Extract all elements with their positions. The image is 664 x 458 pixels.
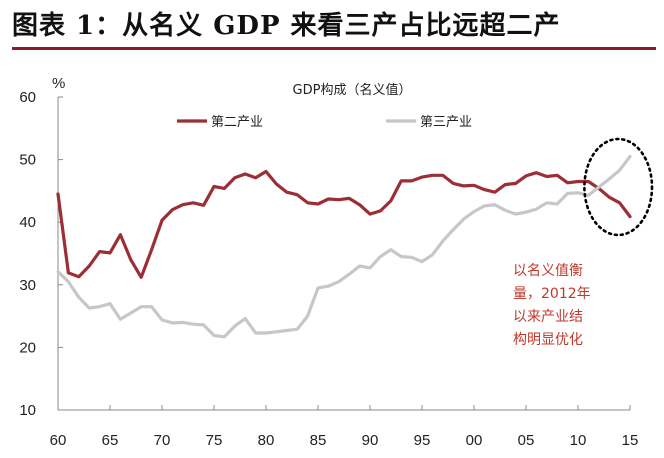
- y-tick-label: 10: [19, 402, 36, 419]
- x-tick-label: 95: [414, 432, 431, 449]
- x-tick-label: 10: [570, 432, 587, 449]
- series-line-tertiary-industry: [56, 154, 632, 339]
- chart-axes: 10 20 30 40 50 60% 60 65 70 75 80 85 90 95 00 05 10 15 GDP…: [19, 75, 638, 449]
- legend-label: 第三产业: [420, 115, 472, 130]
- legend-item: 第二产业: [177, 115, 263, 130]
- y-tick-label: 30: [19, 277, 36, 294]
- annotation-line: 以名义值衡: [513, 263, 583, 279]
- figure-title: 图表 1：从名义 GDP 来看三产占比远超二产: [12, 11, 561, 41]
- x-tick-label: 65: [102, 432, 119, 449]
- x-tick-label: 85: [310, 432, 327, 449]
- highlight-ellipse: [583, 137, 654, 237]
- x-tick-label: 15: [622, 432, 639, 449]
- y-axis-unit: %: [52, 75, 65, 92]
- x-tick-label: 70: [154, 432, 171, 449]
- legend-item: 第三产业: [386, 115, 472, 130]
- x-tick-label: 60: [50, 432, 67, 449]
- annotation-line: 以来产业结: [513, 309, 583, 325]
- y-tick-label: 40: [19, 214, 36, 231]
- chart-subtitle: GDP构成（名义值）: [293, 82, 412, 98]
- annotation-line: 量，2012年: [513, 286, 591, 302]
- series-line-secondary-industry: [56, 169, 632, 279]
- x-tick-label: 00: [466, 432, 483, 449]
- legend-label: 第二产业: [211, 115, 263, 130]
- series-layer: [56, 154, 632, 339]
- x-tick-label: 90: [362, 432, 379, 449]
- y-tick-label: 60: [19, 89, 36, 106]
- title-rule: [12, 47, 656, 50]
- x-tick-label: 05: [518, 432, 535, 449]
- y-tick-label: 20: [19, 339, 36, 356]
- x-tick-label: 80: [258, 432, 275, 449]
- x-tick-label: 75: [206, 432, 223, 449]
- annotation-line: 构明显优化: [513, 332, 583, 348]
- y-tick-label: 50: [19, 152, 36, 169]
